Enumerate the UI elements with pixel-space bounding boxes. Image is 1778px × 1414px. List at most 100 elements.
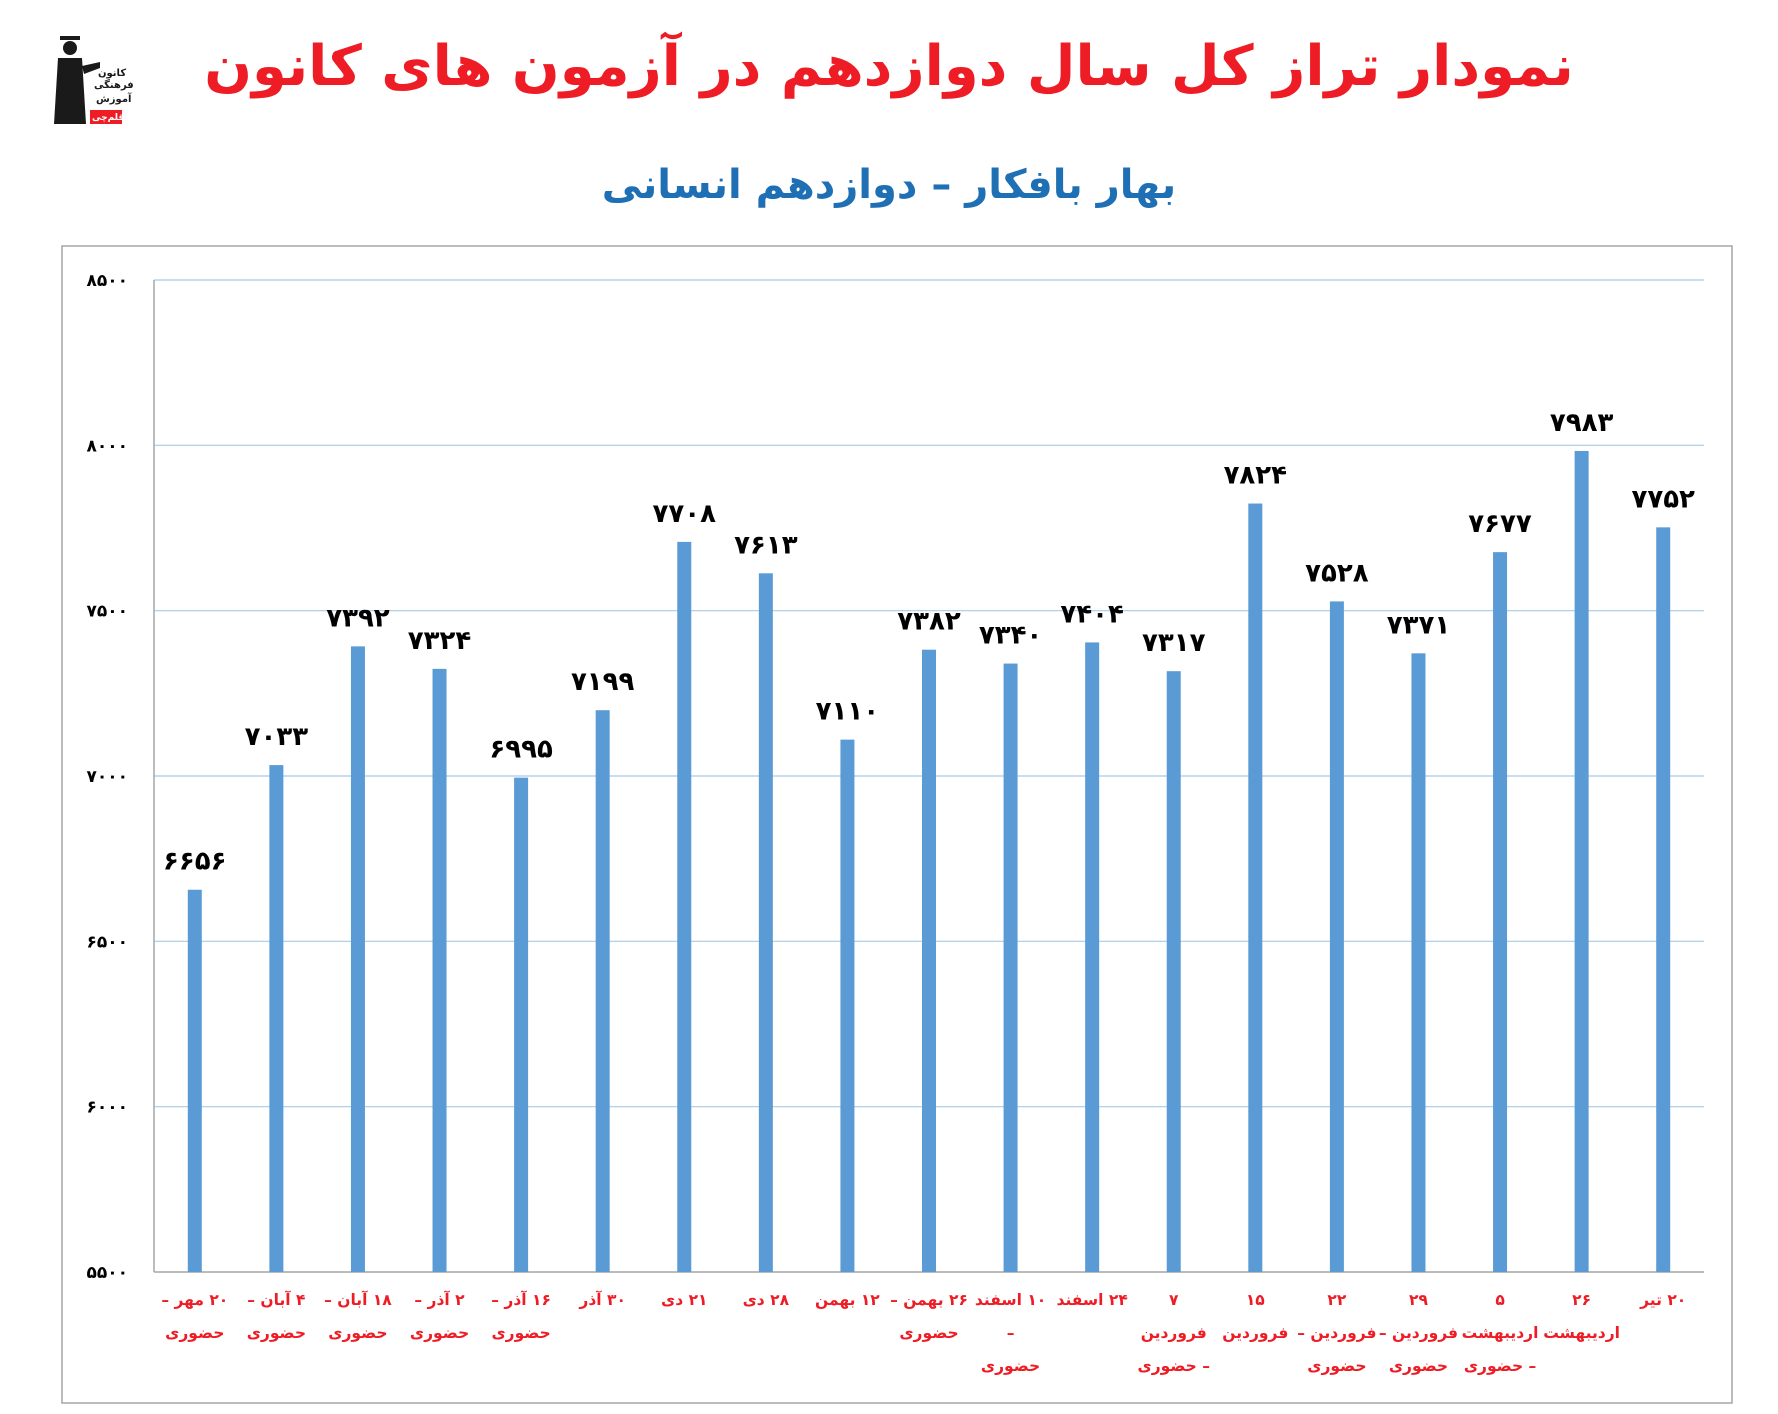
x-tick-label-line: – حضوری xyxy=(1137,1357,1210,1375)
value-label: ۷۳۱۷ xyxy=(1142,628,1206,658)
y-axis-ticks: ۵۵۰۰ ۶۰۰۰ ۶۵۰۰ ۷۰۰۰ ۷۵۰۰ ۸۰۰۰ ۸۵۰۰ xyxy=(86,271,128,1283)
bar xyxy=(1329,601,1344,1272)
x-tick-label-line: ۲۶ xyxy=(1572,1291,1592,1309)
x-tick-label: ۱۰ اسفند – حضوری xyxy=(971,1284,1051,1383)
logo-figure-icon: کانون فرهنگی آموزش قلم‌چی xyxy=(54,36,134,124)
bar xyxy=(1493,552,1508,1272)
x-tick-label: ۲ آذر – حضوری xyxy=(400,1284,480,1350)
bar xyxy=(758,573,773,1272)
value-label: ۷۱۹۹ xyxy=(571,667,635,697)
y-tick-label: ۶۵۰۰ xyxy=(86,932,128,952)
value-label: ۷۸۲۴ xyxy=(1224,461,1287,491)
y-tick-label: ۸۰۰۰ xyxy=(86,436,128,456)
value-label: ۷۳۴۰ xyxy=(979,621,1042,651)
x-tick-label-line: ۱۸ آبان – xyxy=(324,1291,392,1309)
value-label: ۶۶۵۶ xyxy=(163,847,226,877)
bar xyxy=(1003,663,1018,1272)
x-tick-label: ۲۶ بهمن – حضوری xyxy=(889,1284,969,1350)
x-tick-label: ۱۸ آبان – حضوری xyxy=(318,1284,398,1350)
x-tick-label-line: – حضوری xyxy=(1463,1357,1537,1375)
y-tick-label: ۶۰۰۰ xyxy=(86,1098,128,1118)
bar xyxy=(1411,653,1426,1272)
x-tick-label-line: ۱۶ آذر – xyxy=(491,1291,551,1309)
x-tick-label-line: ۲ آذر – xyxy=(414,1291,465,1309)
y-tick-label: ۸۵۰۰ xyxy=(86,271,128,291)
y-tick-label: ۷۵۰۰ xyxy=(86,602,128,622)
x-tick-label-line: حضوری xyxy=(246,1324,306,1342)
value-label: ۷۶۷۷ xyxy=(1468,509,1532,539)
value-label: ۷۳۸۲ xyxy=(897,607,961,637)
value-labels: ۶۶۵۶ ۷۰۳۳ ۷۳۹۲ ۷۳۲۴ ۶۹۹۵ ۷۱۹۹ ۷۷۰۸ ۷۶۱۳ ۷۱۱۰ ۷۳۸۲… xyxy=(163,408,1695,877)
x-tick-label-line: حضوری xyxy=(491,1324,551,1342)
x-tick-label: ۲۱ دی xyxy=(644,1284,724,1317)
x-tick-label-line: ۱۲ بهمن xyxy=(815,1291,880,1309)
x-tick-label-line: اردیبهشت xyxy=(1543,1324,1620,1342)
x-tick-label: ۲۲ فروردین – حضوری xyxy=(1297,1284,1377,1383)
bar xyxy=(187,889,202,1272)
bar xyxy=(432,668,447,1272)
x-tick-label: ۲۸ دی xyxy=(726,1284,806,1317)
bar xyxy=(1574,450,1589,1272)
value-label: ۷۱۱۰ xyxy=(816,697,879,727)
x-tick-label-line: ۱۵ فروردین xyxy=(1222,1291,1289,1342)
x-tick-label-line: ۲۴ اسفند xyxy=(1056,1291,1128,1309)
bars xyxy=(187,450,1671,1273)
x-tick-label-line: فروردین – xyxy=(1297,1324,1377,1342)
value-label: ۷۳۲۴ xyxy=(408,626,471,656)
value-label: ۷۳۹۲ xyxy=(326,603,390,633)
logo-line-2: فرهنگی xyxy=(94,78,134,91)
value-label: ۷۵۲۸ xyxy=(1305,558,1369,588)
bar xyxy=(677,541,692,1272)
bar xyxy=(350,646,365,1272)
bar xyxy=(1166,671,1181,1272)
x-tick-label-line: ۲۲ xyxy=(1327,1291,1347,1309)
bar xyxy=(269,765,284,1272)
x-tick-label-line: ۳۰ آذر xyxy=(579,1291,626,1309)
x-tick-label-line: حضوری xyxy=(1307,1357,1367,1375)
chart-title: نمودار تراز کل سال دوازدهم در آزمون های … xyxy=(204,34,1574,99)
x-tick-label-line: ۲۸ دی xyxy=(742,1291,790,1309)
x-tick-label-line: حضوری xyxy=(165,1324,225,1342)
x-tick-label: ۳۰ آذر xyxy=(563,1284,643,1317)
x-tick-label: ۲۹ فروردین – حضوری xyxy=(1378,1284,1458,1383)
y-tick-label: ۷۰۰۰ xyxy=(86,767,128,787)
value-label: ۷۶۱۳ xyxy=(734,530,798,560)
x-tick-label-line: فروردین – xyxy=(1378,1324,1459,1342)
x-tick-label-line: ۱۰ اسفند – xyxy=(974,1291,1047,1342)
value-label: ۷۷۵۲ xyxy=(1631,484,1695,514)
x-tick-label-line: ۲۹ xyxy=(1409,1291,1428,1309)
logo-line-3: آموزش xyxy=(96,92,132,105)
value-label: ۷۷۰۸ xyxy=(653,499,717,529)
x-tick-label-line: ۷ فروردین xyxy=(1140,1291,1207,1342)
chart-subtitle: بهار بافکار – دوازدهم انسانی xyxy=(601,162,1177,208)
x-tick-label: ۲۰ تیر xyxy=(1623,1284,1703,1317)
x-tick-label-line: ۴ آبان – xyxy=(247,1291,306,1309)
x-tick-label-line: حضوری xyxy=(1388,1357,1449,1375)
x-tick-label-line: ۲۶ بهمن – xyxy=(890,1291,968,1309)
x-tick-label-line: ۲۱ دی xyxy=(661,1291,708,1309)
value-label: ۷۳۷۱ xyxy=(1387,610,1450,640)
x-tick-label: ۷ فروردین – حضوری xyxy=(1134,1284,1214,1383)
x-tick-label: ۲۰ مهر – حضوری xyxy=(155,1284,235,1350)
x-tick-label-line: ۵ اردیبهشت xyxy=(1461,1291,1539,1342)
x-tick-label: ۲۴ اسفند xyxy=(1052,1284,1132,1317)
bar xyxy=(840,739,855,1272)
x-tick-label-line: ۲۰ تیر xyxy=(1640,1291,1687,1309)
x-tick-label-line: حضوری xyxy=(899,1324,959,1342)
x-tick-label: ۵ اردیبهشت – حضوری xyxy=(1460,1284,1540,1383)
bar xyxy=(514,777,529,1272)
logo-line-4: قلم‌چی xyxy=(92,113,124,123)
x-tick-label: ۱۵ فروردین xyxy=(1215,1284,1295,1350)
logo-line-1: کانون xyxy=(98,68,126,79)
x-tick-label-line: حضوری xyxy=(409,1324,470,1342)
x-tick-label: ۲۶ اردیبهشت xyxy=(1542,1284,1622,1350)
y-tick-label: ۵۵۰۰ xyxy=(86,1263,128,1283)
x-tick-label: ۱۲ بهمن xyxy=(807,1284,887,1317)
x-tick-label: ۱۶ آذر – حضوری xyxy=(481,1284,561,1350)
value-label: ۷۴۰۴ xyxy=(1060,599,1123,629)
value-label: ۷۹۸۳ xyxy=(1550,408,1614,438)
bar xyxy=(1656,527,1671,1272)
x-tick-label-line: حضوری xyxy=(980,1357,1041,1375)
bar xyxy=(595,710,610,1272)
